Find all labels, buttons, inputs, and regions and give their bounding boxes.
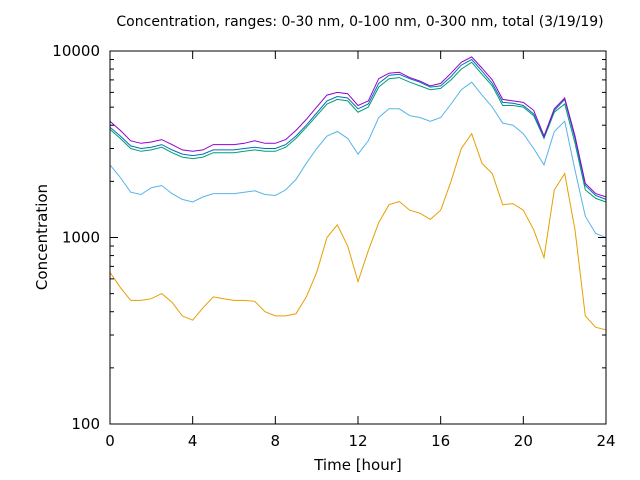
chart-title: Concentration, ranges: 0-30 nm, 0-100 nm…: [116, 14, 604, 30]
series-layer: [109, 56, 607, 331]
plot-frame: [109, 50, 607, 425]
x-tick-label: 24: [596, 432, 615, 450]
x-tick-label: 8: [271, 432, 281, 450]
y-tick-label: 10000: [52, 42, 100, 60]
tick-layer: 0 4 8 12 16 20 24 100 1000 10000: [52, 42, 615, 450]
y-tick-label: 1000: [62, 229, 100, 247]
series-line-4: [109, 58, 607, 200]
x-tick-label: 16: [431, 432, 450, 450]
x-tick-label: 4: [188, 432, 198, 450]
y-tick-label: 100: [71, 415, 100, 433]
series-line-1: [109, 132, 607, 331]
x-tick-label: 20: [514, 432, 533, 450]
x-tick-label: 0: [105, 432, 115, 450]
x-axis-label: Time [hour]: [314, 456, 402, 474]
series-line-3: [109, 61, 607, 203]
y-axis-label: Concentration: [33, 183, 51, 291]
series-line-2: [109, 81, 607, 238]
series-line-5: [109, 56, 607, 198]
x-tick-label: 12: [348, 432, 367, 450]
